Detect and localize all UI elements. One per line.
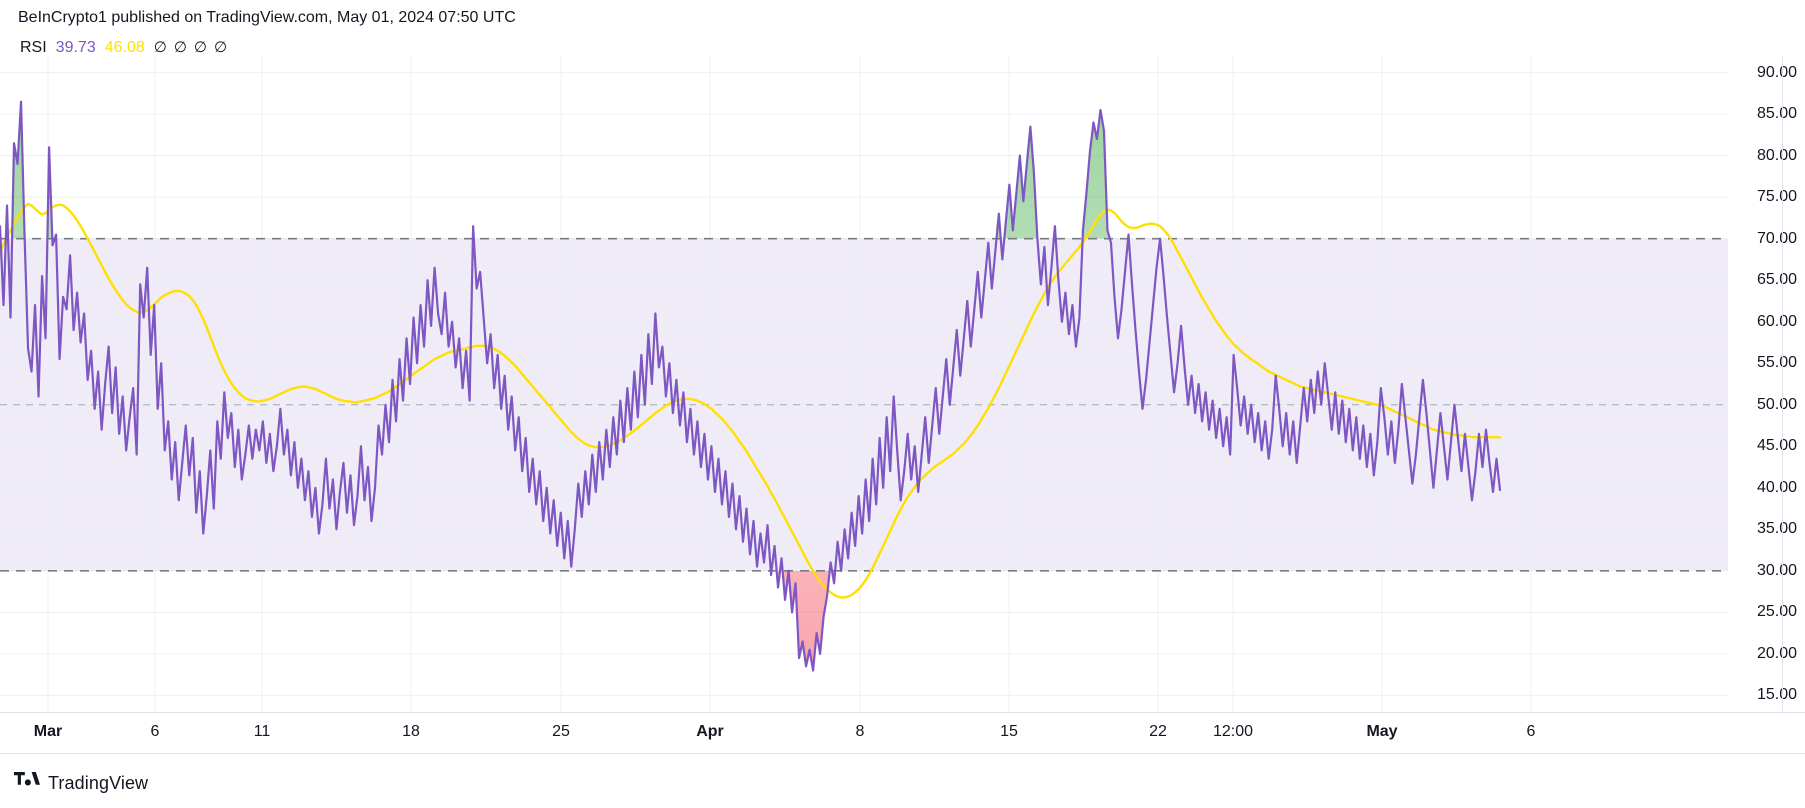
time-axis-label: 6 [1526,723,1536,740]
price-axis-label: 85.00 [1756,105,1797,123]
price-axis-label: 45.00 [1756,437,1797,455]
time-axis-label: 11 [253,723,271,740]
legend-na-value-1: ∅ [153,39,167,56]
price-axis-label: 60.00 [1756,312,1797,330]
tradingview-footer[interactable]: TradingView [14,772,148,793]
time-axis-label: 6 [150,723,160,740]
legend-na-value-2: ∅ [173,39,187,56]
time-axis-label: 8 [855,723,865,740]
price-axis-label: 15.00 [1756,686,1797,704]
price-axis-label: 40.00 [1756,478,1797,496]
chart-plot-area[interactable] [0,56,1728,712]
indicator-legend[interactable]: RSI 39.73 46.08 ∅ ∅ ∅ ∅ [20,39,227,57]
price-axis-label: 30.00 [1756,561,1797,579]
legend-na-value-3: ∅ [193,39,207,56]
legend-rsi-value: 39.73 [55,39,96,56]
legend-indicator-title: RSI [20,39,47,56]
legend-ma-value: 46.08 [104,39,145,56]
price-axis-label: 20.00 [1756,644,1797,662]
time-axis-label: 12:00 [1212,723,1254,740]
time-axis-label: 15 [1000,723,1018,740]
rsi-level-lines [0,237,1728,572]
time-axis-separator [0,712,1805,713]
time-axis-label: Apr [696,723,724,740]
time-axis-label: May [1366,723,1398,740]
price-axis-label: 70.00 [1756,229,1797,247]
tradingview-wordmark: TradingView [48,772,149,793]
time-axis-label: 18 [402,723,420,740]
rsi-line [0,100,1502,672]
price-axis-label: 75.00 [1756,188,1797,206]
rsi-ma-line [0,202,1502,599]
legend-na-value-4: ∅ [214,39,228,56]
time-axis-label: 25 [552,723,570,740]
footer-separator [0,753,1805,754]
price-axis-label: 65.00 [1756,271,1797,289]
price-axis-label: 80.00 [1756,146,1797,164]
price-axis-label: 90.00 [1756,63,1797,81]
time-axis-label: Mar [33,723,63,740]
price-axis-label: 55.00 [1756,354,1797,372]
attribution-text: BeInCrypto1 published on TradingView.com… [18,9,516,26]
rsi-plot-svg [0,56,1728,712]
price-axis[interactable]: 90.00 85.00 80.00 75.00 70.00 65.00 60.00 55.00… [1728,56,1805,712]
price-axis-label: 35.00 [1756,520,1797,538]
tradingview-logo-icon [14,772,40,793]
price-axis-label: 25.00 [1756,603,1797,621]
price-axis-label: 50.00 [1756,395,1797,413]
time-axis-label: 22 [1149,723,1167,740]
time-axis[interactable]: Mar 6 11 18 25 Apr 8 15 22 12:00 May 6 [0,713,1805,753]
price-axis-separator [1782,56,1783,712]
vertical-gridlines [47,56,1532,712]
